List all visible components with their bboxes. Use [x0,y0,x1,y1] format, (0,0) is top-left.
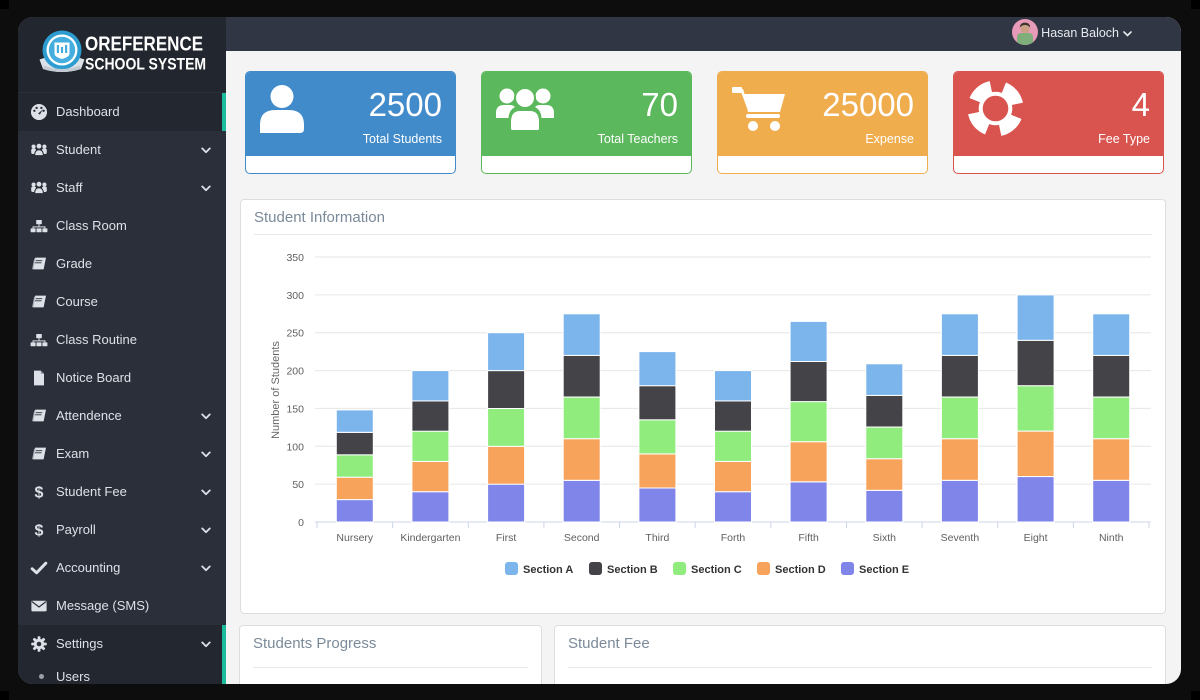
svg-text:350: 350 [286,252,304,264]
svg-text:First: First [496,532,516,544]
svg-text:50: 50 [292,479,304,491]
svg-text:Forth: Forth [721,532,746,544]
svg-text:250: 250 [286,328,304,340]
svg-text:Nursery: Nursery [336,532,374,544]
svg-text:Kindergarten: Kindergarten [400,532,460,544]
svg-text:Section A: Section A [523,564,573,576]
svg-text:150: 150 [286,403,304,415]
svg-text:200: 200 [286,366,304,378]
svg-text:Ninth: Ninth [1099,532,1124,544]
svg-text:$: $ [35,523,44,540]
svg-text:0: 0 [298,517,304,529]
svg-text:Eight: Eight [1024,532,1048,544]
svg-text:Seventh: Seventh [941,532,980,544]
svg-text:Fifth: Fifth [798,532,819,544]
svg-text:Third: Third [645,532,669,544]
svg-text:Section D: Section D [775,564,826,576]
svg-text:$: $ [35,485,44,502]
svg-text:100: 100 [286,441,304,453]
svg-text:Section B: Section B [607,564,658,576]
svg-text:Section E: Section E [859,564,909,576]
svg-text:Section C: Section C [691,564,742,576]
svg-text:Number of Students: Number of Students [270,341,282,439]
svg-text:Second: Second [564,532,600,544]
svg-text:300: 300 [286,290,304,302]
svg-text:Sixth: Sixth [873,532,897,544]
